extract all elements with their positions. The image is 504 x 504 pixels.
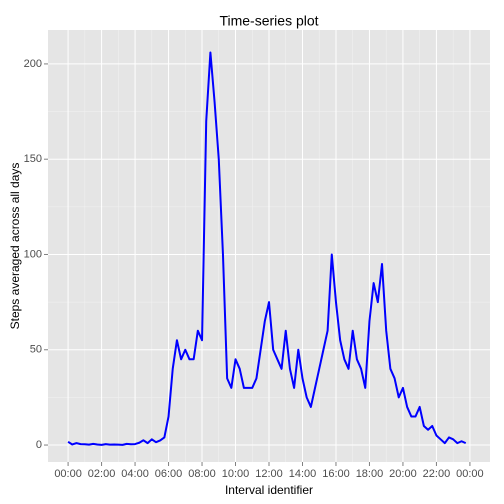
- y-tick-label: 100: [24, 248, 42, 260]
- x-axis-label: Interval identifier: [225, 483, 313, 497]
- y-tick-label: 50: [30, 344, 42, 356]
- x-tick-label: 04:00: [121, 468, 149, 480]
- x-tick-label: 14:00: [289, 468, 317, 480]
- x-tick-label: 08:00: [188, 468, 216, 480]
- y-tick-label: 0: [36, 439, 42, 451]
- chart-title: Time-series plot: [219, 13, 318, 29]
- x-tick-label: 10:00: [222, 468, 250, 480]
- y-axis-label: Steps averaged across all days: [8, 163, 22, 330]
- x-tick-label: 18:00: [356, 468, 384, 480]
- y-tick-label: 150: [24, 153, 42, 165]
- y-tick-label: 200: [24, 58, 42, 70]
- x-tick-label: 00:00: [456, 468, 484, 480]
- x-tick-label: 22:00: [423, 468, 451, 480]
- x-tick-label: 06:00: [155, 468, 183, 480]
- x-tick-label: 20:00: [389, 468, 417, 480]
- x-tick-label: 12:00: [255, 468, 283, 480]
- x-tick-label: 02:00: [88, 468, 116, 480]
- x-tick-label: 16:00: [322, 468, 350, 480]
- data-line: [67, 51, 467, 446]
- x-tick-label: 00:00: [54, 468, 82, 480]
